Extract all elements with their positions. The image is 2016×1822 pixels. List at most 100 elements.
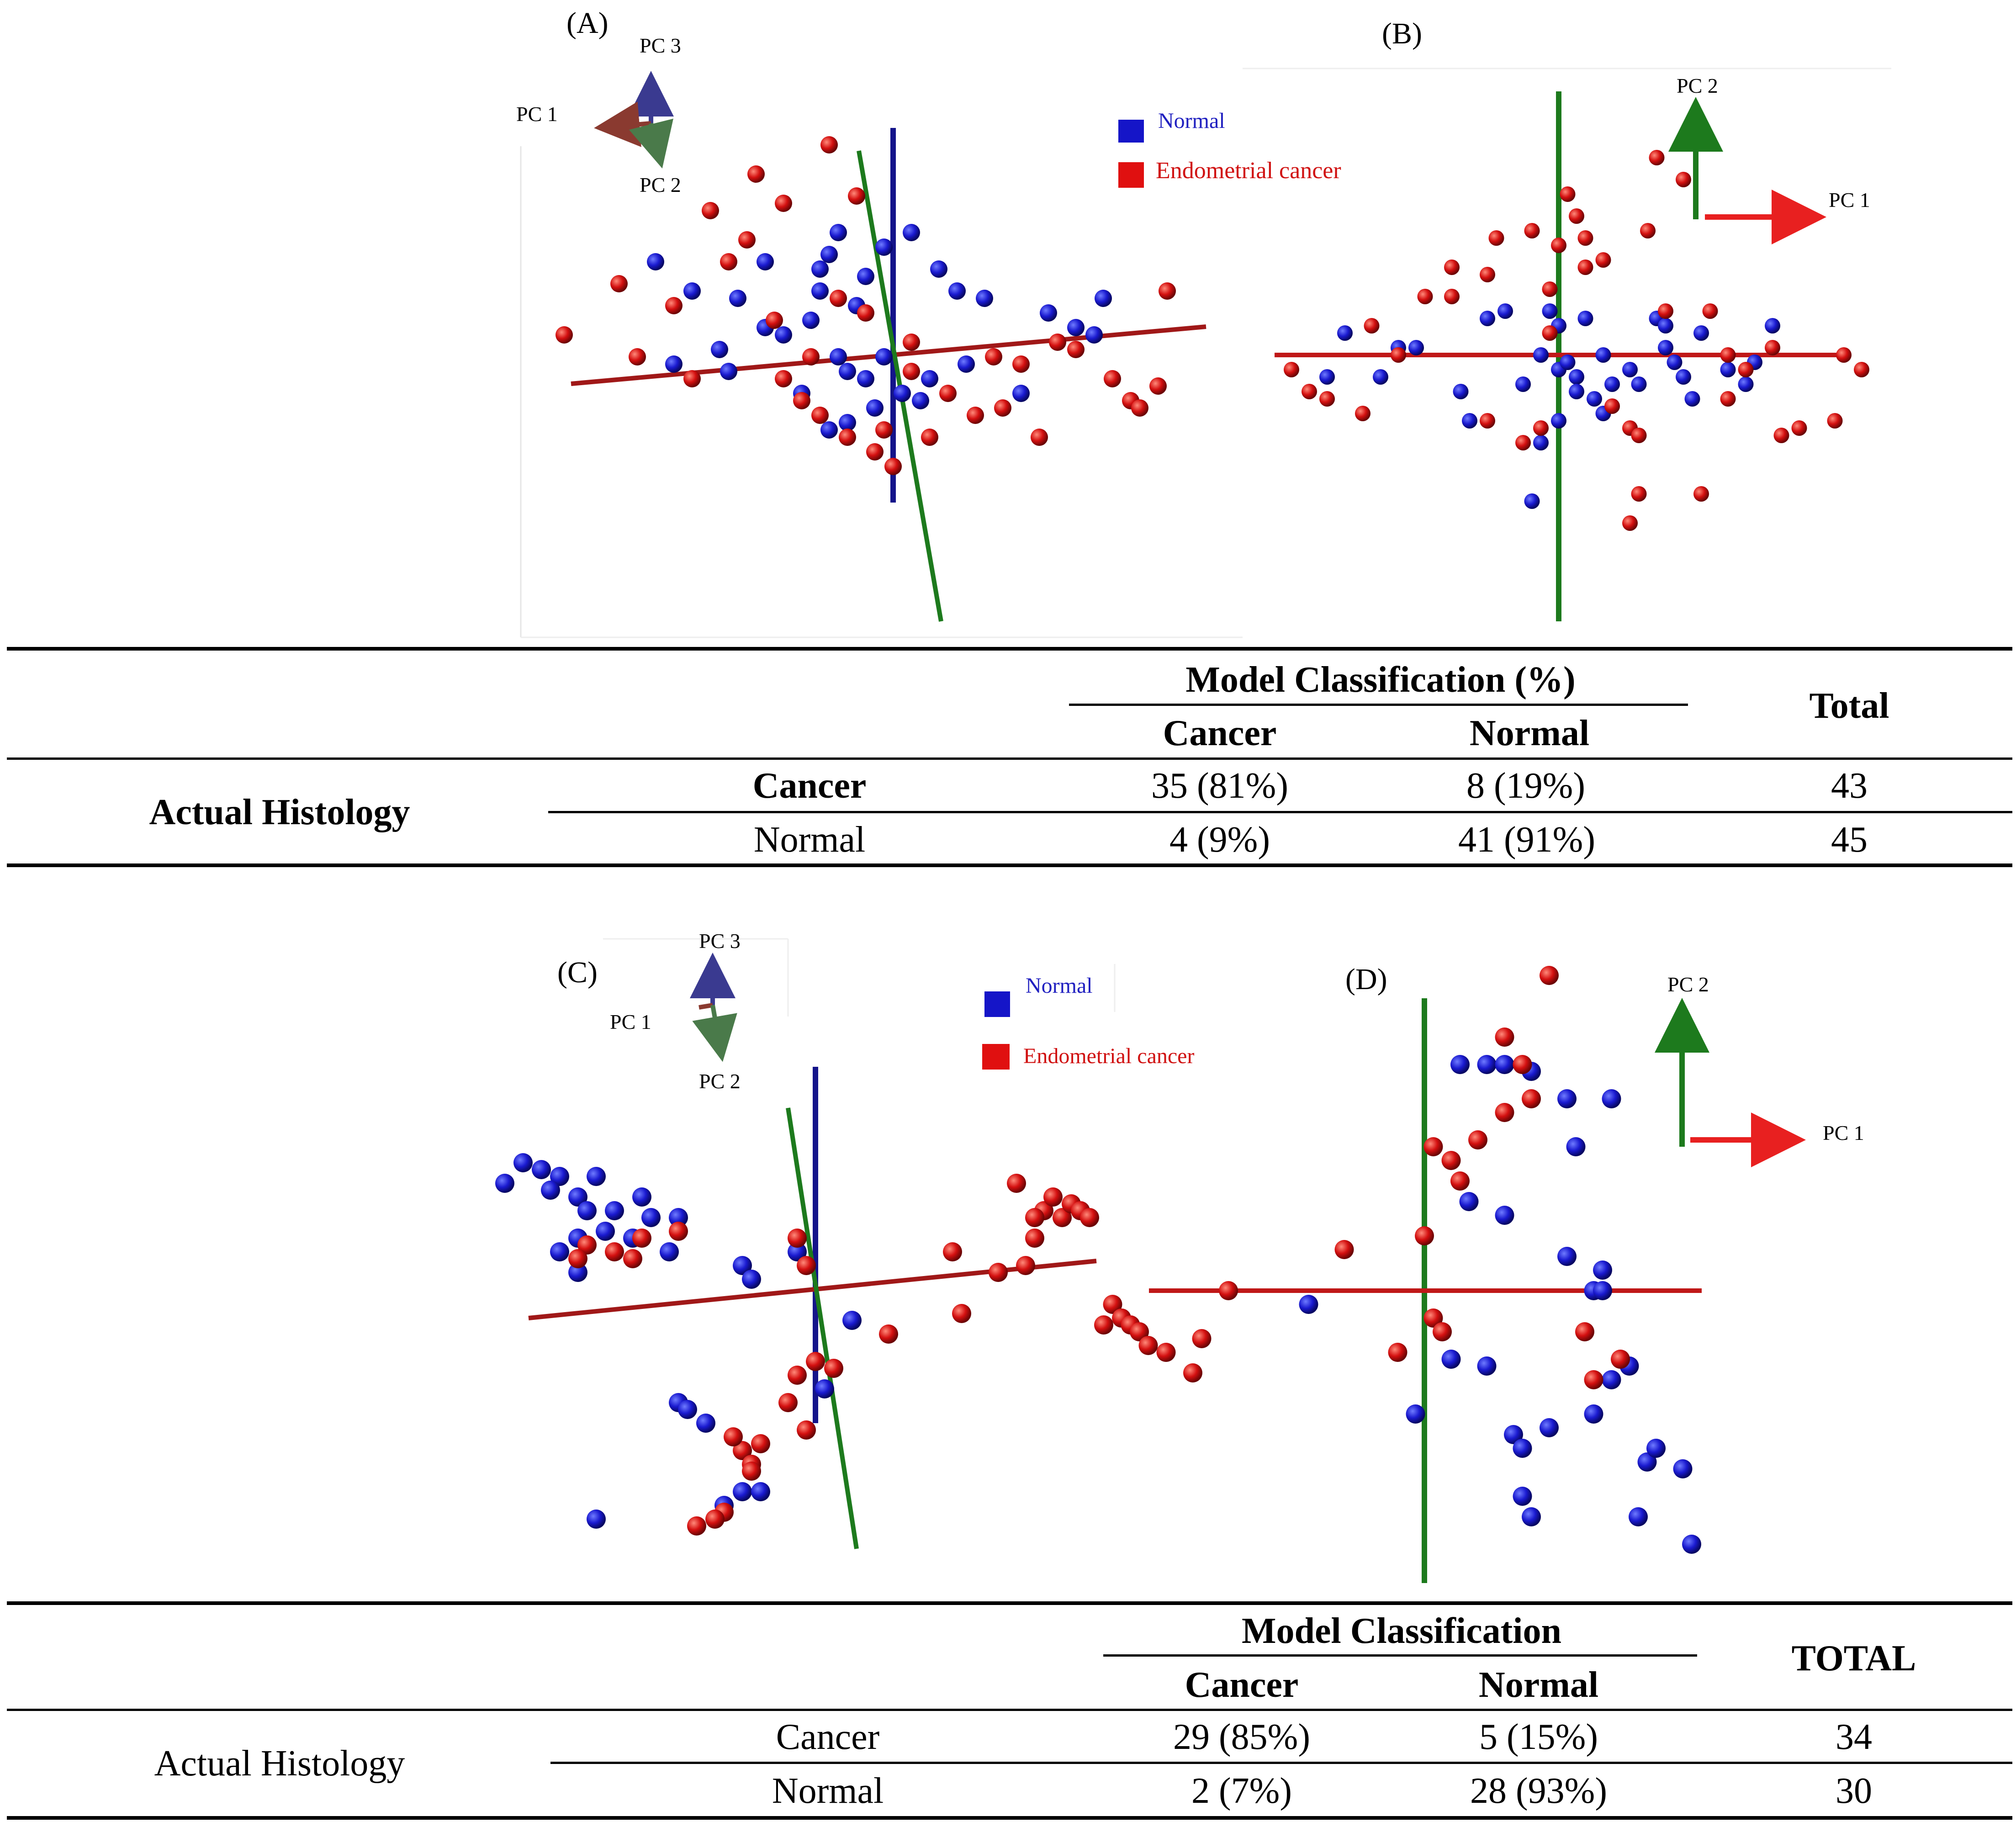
normal-point [1693, 325, 1709, 341]
cancer-point [1631, 428, 1647, 443]
cancer-point [1334, 1240, 1354, 1259]
cancer-point [610, 275, 628, 292]
normal-point [1040, 304, 1057, 322]
cancer-point [797, 1420, 816, 1440]
cancer-point [775, 370, 792, 387]
normal-point [1450, 1055, 1470, 1074]
cancer-point [1676, 172, 1691, 187]
normal-point [921, 370, 938, 387]
t1-col-cancer: Cancer [1163, 713, 1277, 753]
cancer-point [738, 231, 756, 249]
cancer-point [793, 392, 810, 409]
panel-a-pc2-label: PC 2 [640, 173, 681, 196]
normal-point [1533, 347, 1549, 363]
t2-row2-total: 30 [1836, 1771, 1872, 1811]
t1-row1-total: 43 [1831, 766, 1868, 806]
cancer-point [848, 187, 865, 205]
t2-row2-normal: 28 (93%) [1470, 1771, 1607, 1811]
normal-point [811, 260, 829, 278]
cancer-point [1611, 1350, 1630, 1369]
normal-point [1595, 347, 1611, 363]
cancer-point [1441, 1151, 1461, 1170]
cancer-point [1415, 1226, 1434, 1245]
cancer-point [1488, 230, 1504, 246]
panel-c-pc1-label: PC 1 [610, 1010, 651, 1033]
legend-top: Normal Endometrial cancer [1118, 109, 1341, 188]
cancer-point [1388, 1343, 1407, 1362]
normal-point [1560, 355, 1576, 370]
cancer-point [1560, 186, 1576, 202]
normal-point [1067, 319, 1085, 336]
cancer-point [824, 1359, 843, 1378]
panel-c-axes [528, 1067, 1097, 1549]
cancer-point [1080, 1208, 1099, 1227]
cancer-point [989, 1263, 1008, 1282]
legend-cancer-swatch [1118, 162, 1144, 188]
cancer-point [733, 1441, 752, 1460]
normal-point [641, 1208, 661, 1227]
normal-point [857, 370, 874, 387]
cancer-point [1450, 1171, 1470, 1191]
cancer-point [720, 253, 737, 270]
cancer-point [1444, 289, 1460, 304]
cancer-point [1584, 1370, 1603, 1389]
normal-point [1319, 369, 1335, 385]
normal-point [587, 1510, 606, 1529]
cancer-point [879, 1324, 898, 1344]
panel-c-pc3-label: PC 3 [699, 929, 741, 953]
panel-d-label: (D) [1345, 963, 1387, 996]
cancer-point [1542, 325, 1558, 341]
normal-point [1637, 1452, 1657, 1472]
cancer-point [1104, 370, 1121, 387]
legend-normal-label-2: Normal [1026, 974, 1093, 998]
normal-point [1012, 385, 1030, 402]
cancer-point [967, 407, 984, 424]
normal-point [1495, 1206, 1514, 1225]
cancer-point [820, 136, 838, 154]
cancer-point [1595, 252, 1611, 268]
normal-point [1480, 311, 1495, 326]
cancer-point [1094, 1315, 1113, 1335]
cancer-point [1720, 347, 1736, 363]
cancer-point [1836, 347, 1852, 363]
normal-point [1682, 1535, 1701, 1554]
normal-point [839, 363, 856, 380]
cancer-point [1444, 260, 1460, 275]
cancer-point [1183, 1363, 1202, 1382]
legend-normal-swatch-2 [984, 991, 1010, 1017]
normal-point [733, 1482, 752, 1501]
normal-point [1658, 340, 1673, 355]
normal-point [1765, 318, 1780, 334]
t2-col-total: TOTAL [1791, 1638, 1916, 1679]
normal-point [830, 224, 847, 241]
legend-cancer-swatch-2 [982, 1044, 1010, 1070]
cancer-point [724, 1427, 743, 1446]
normal-point [1462, 413, 1477, 429]
cancer-point [1049, 334, 1066, 351]
classification-table-1: Model Classification (%) Total Cancer No… [0, 644, 2016, 873]
normal-point [532, 1160, 551, 1179]
cancer-point [1284, 362, 1299, 377]
panel-a-points [556, 136, 1176, 475]
bottom-figure: (C) (D) PC 3 PC 1 PC 2 Normal Endometria… [495, 929, 1864, 1583]
normal-point [1540, 1418, 1559, 1437]
normal-point [1629, 1507, 1648, 1526]
cancer-point [875, 421, 893, 439]
cancer-point [866, 443, 884, 461]
normal-point [678, 1400, 697, 1419]
normal-point [1631, 376, 1647, 392]
cancer-point [1468, 1130, 1487, 1149]
cancer-point [1130, 1322, 1149, 1341]
t1-header: Model Classification (%) [1185, 660, 1576, 700]
normal-point [665, 355, 683, 373]
cancer-point [1720, 391, 1736, 407]
normal-point [1524, 493, 1540, 509]
cancer-point [766, 312, 783, 329]
cancer-point [797, 1256, 816, 1275]
normal-point [1337, 325, 1353, 341]
cancer-point [1524, 223, 1540, 238]
cancer-point [884, 458, 902, 475]
cancer-point [1355, 406, 1370, 421]
cancer-point [857, 304, 874, 322]
cancer-point [629, 348, 646, 365]
